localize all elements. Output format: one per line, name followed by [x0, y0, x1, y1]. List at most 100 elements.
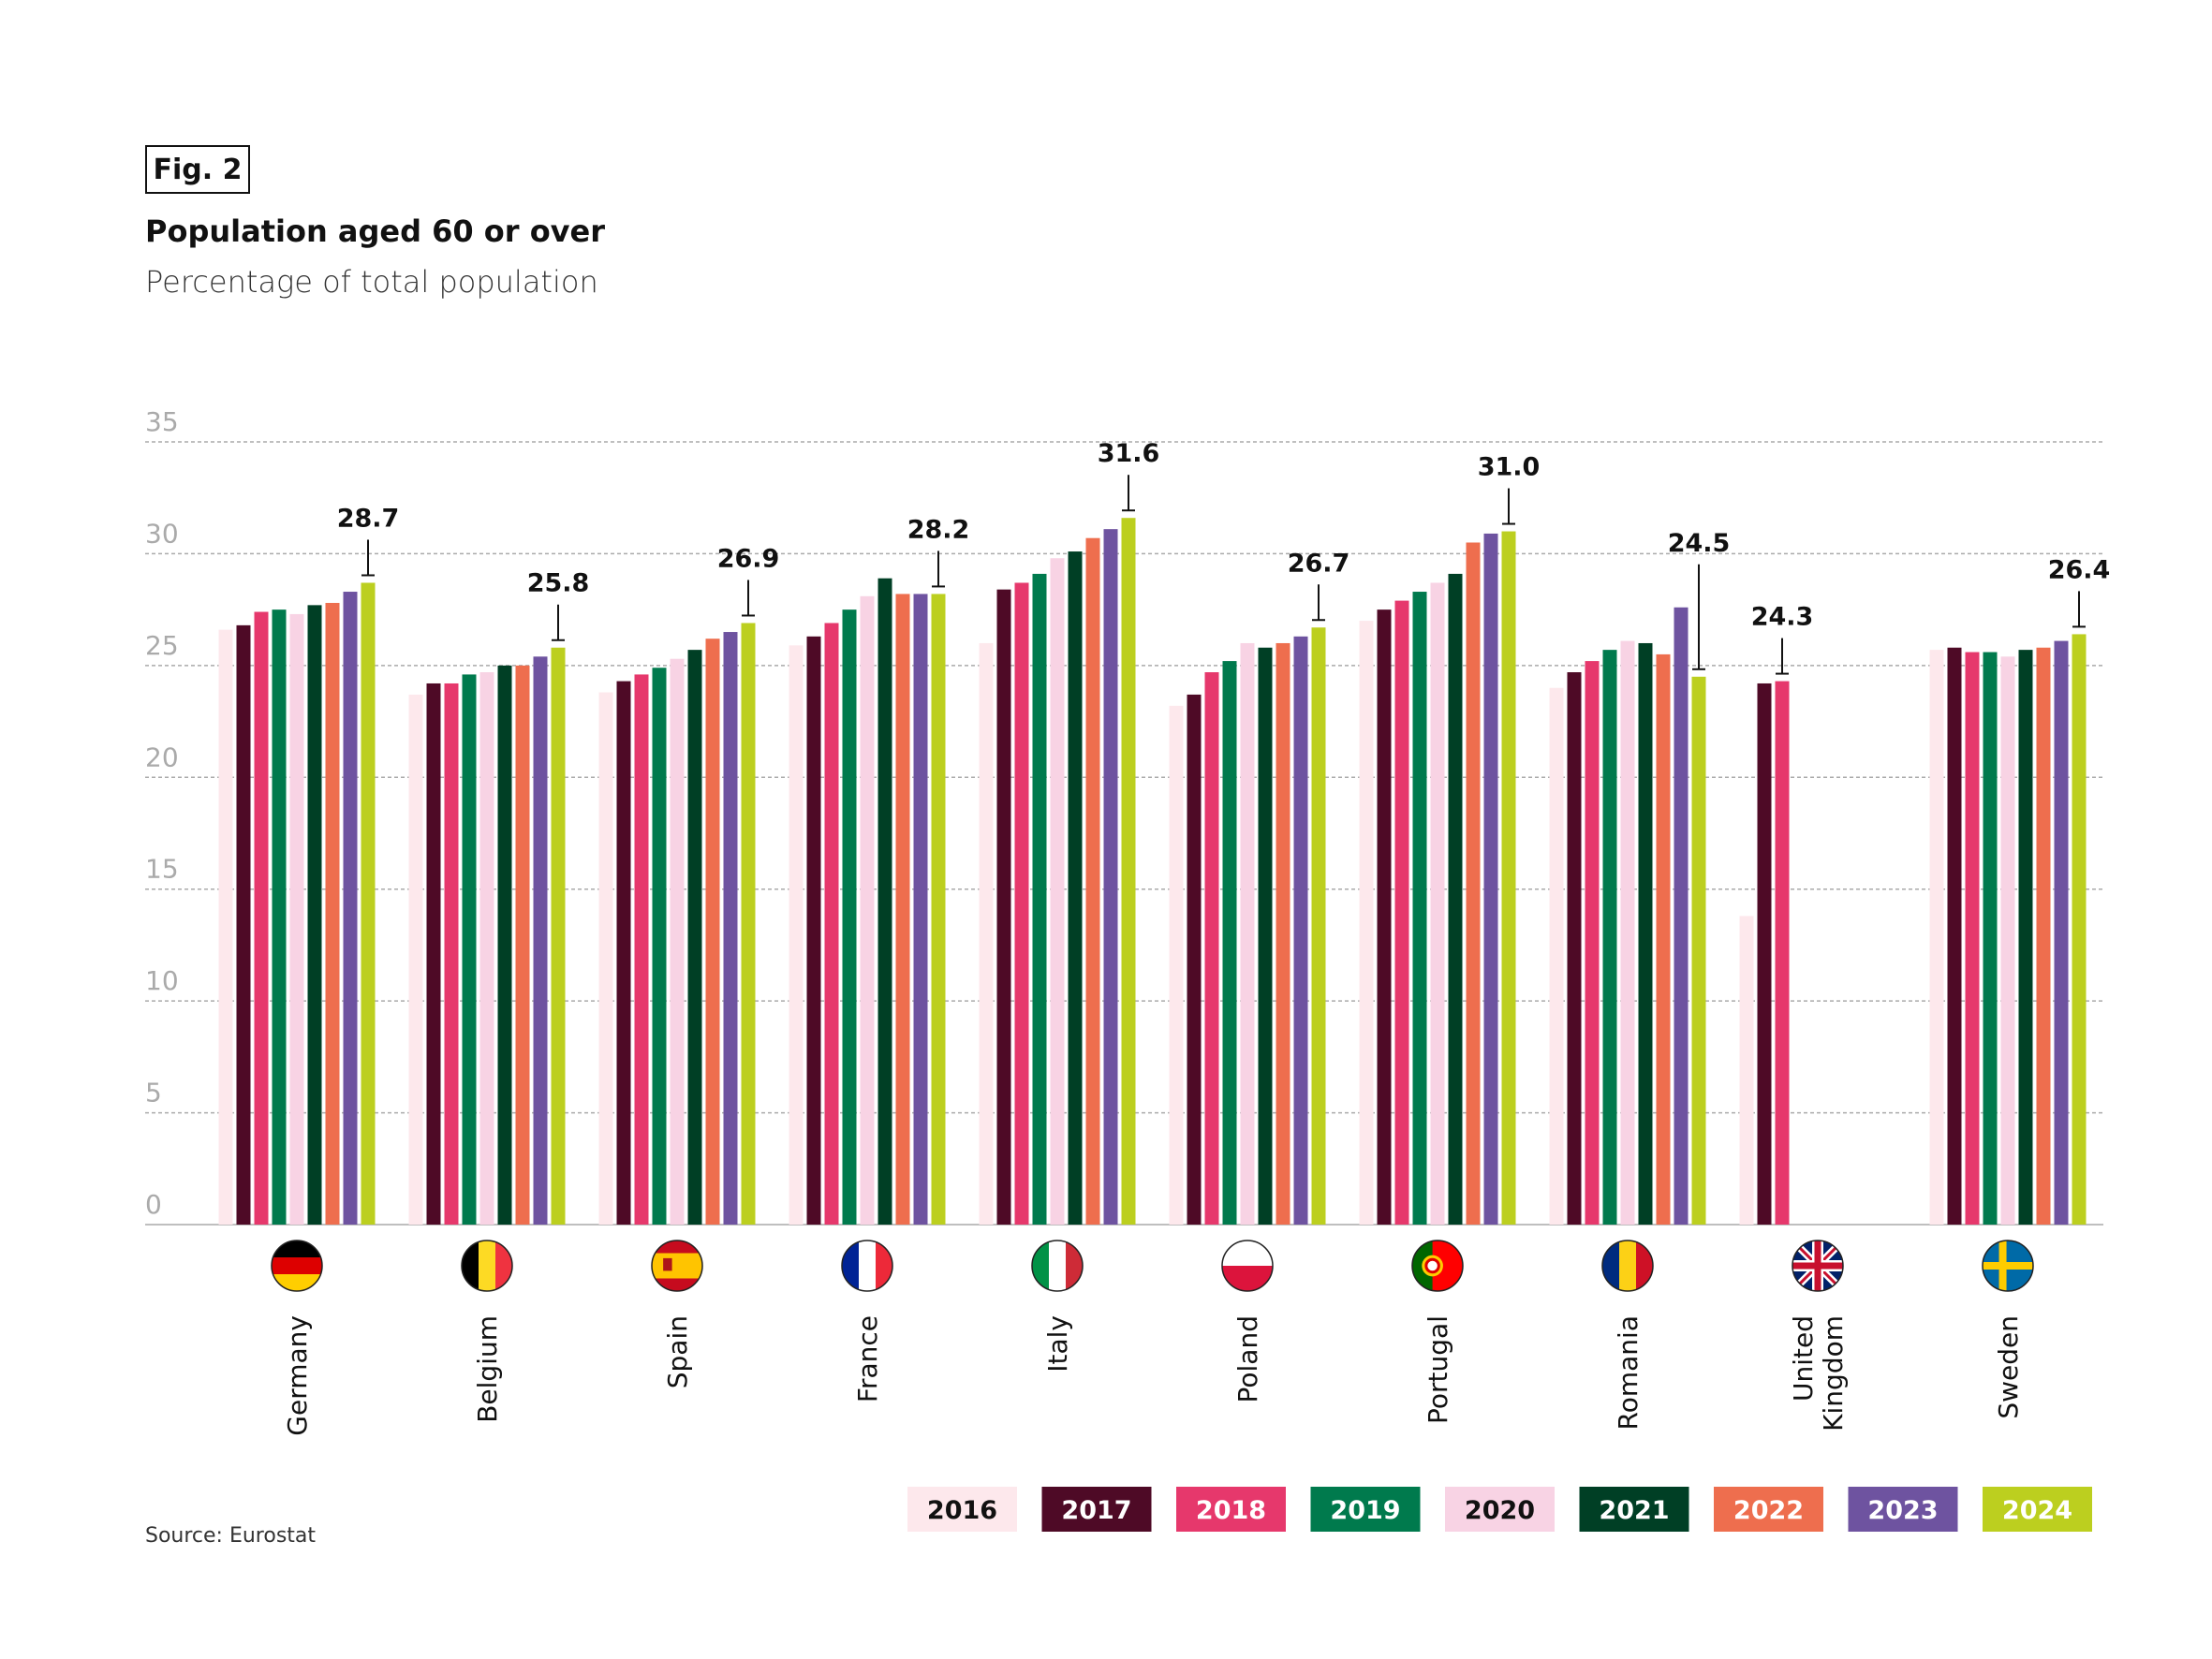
y-tick-label: 25 [145, 630, 179, 661]
bar-france-2022 [895, 594, 910, 1225]
bar-italy-2023 [1103, 529, 1118, 1225]
legend-swatch-2017 [1041, 1487, 1152, 1532]
bar-poland-2022 [1276, 642, 1290, 1225]
country-label: Italy [1042, 1315, 1073, 1373]
bar-italy-2021 [1068, 551, 1083, 1225]
bar-romania-2023 [1674, 607, 1688, 1225]
country-label: Germany [282, 1315, 313, 1436]
bar-romania-2024 [1691, 676, 1706, 1225]
legend-label: 2019 [1330, 1496, 1400, 1525]
y-tick-label: 10 [145, 965, 179, 996]
bar-italy-2020 [1050, 558, 1065, 1225]
bar-united-kingdom-2018 [1775, 681, 1790, 1225]
data-label: 26.7 [1288, 549, 1350, 578]
bar-germany-2017 [236, 624, 251, 1225]
country-label: Romania [1613, 1315, 1644, 1430]
legend-label: 2017 [1061, 1496, 1131, 1525]
legend-label: 2022 [1733, 1496, 1804, 1525]
bar-germany-2019 [272, 609, 287, 1225]
y-tick-label: 5 [145, 1078, 162, 1108]
data-label: 26.9 [717, 544, 780, 573]
legend-swatch-2018 [1176, 1487, 1286, 1532]
y-tick-label: 35 [145, 406, 179, 437]
bar-romania-2016 [1549, 687, 1564, 1225]
bar-spain-2023 [723, 632, 738, 1225]
legend-swatch-2016 [907, 1487, 1017, 1532]
bar-poland-2024 [1311, 627, 1326, 1225]
chart-title: Population aged 60 or over [145, 213, 606, 249]
country-label: United [1788, 1315, 1819, 1402]
bar-italy-2024 [1121, 518, 1136, 1225]
uk-flag-icon [1792, 1241, 1843, 1291]
legend-swatch-2024 [1983, 1487, 2092, 1532]
bar-romania-2019 [1602, 650, 1617, 1225]
bar-france-2021 [877, 578, 892, 1225]
portugal-flag-icon [1412, 1241, 1463, 1291]
y-tick-label: 30 [145, 518, 179, 549]
bar-germany-2022 [325, 602, 340, 1225]
legend-label: 2021 [1599, 1496, 1669, 1525]
legend-label: 2020 [1465, 1496, 1535, 1525]
bar-france-2023 [913, 594, 928, 1225]
bar-france-2018 [824, 623, 839, 1225]
bar-belgium-2020 [479, 672, 494, 1225]
country-label: Spain [662, 1315, 693, 1388]
bar-sweden-2021 [2018, 650, 2033, 1225]
bar-spain-2016 [598, 692, 613, 1225]
country-label: Belgium [472, 1315, 503, 1423]
bar-romania-2021 [1638, 642, 1653, 1225]
bar-portugal-2022 [1466, 542, 1481, 1225]
bar-portugal-2018 [1394, 600, 1409, 1225]
bar-italy-2016 [979, 642, 994, 1225]
source-note: Source: Eurostat [145, 1524, 317, 1548]
bar-poland-2020 [1240, 642, 1255, 1225]
belgium-flag-icon [462, 1241, 512, 1291]
italy-flag-icon [1032, 1241, 1083, 1291]
bar-portugal-2023 [1483, 533, 1498, 1225]
bar-portugal-2016 [1359, 621, 1374, 1225]
data-label: 25.8 [527, 569, 590, 598]
bar-germany-2020 [289, 613, 304, 1225]
spain-flag-icon [652, 1241, 702, 1291]
bar-sweden-2018 [1965, 652, 1980, 1225]
bar-sweden-2022 [2036, 647, 2051, 1225]
y-tick-label: 20 [145, 741, 179, 772]
data-label: 24.5 [1668, 529, 1731, 558]
legend-swatch-2023 [1848, 1487, 1958, 1532]
romania-flag-icon [1602, 1241, 1653, 1291]
bar-portugal-2024 [1501, 531, 1516, 1225]
bar-belgium-2022 [515, 665, 530, 1225]
bar-belgium-2019 [462, 674, 477, 1225]
data-label: 31.6 [1098, 439, 1160, 468]
data-label: 31.0 [1478, 453, 1541, 482]
bar-sweden-2020 [2000, 656, 2015, 1225]
legend-swatch-2020 [1445, 1487, 1555, 1532]
country-label: France [852, 1315, 883, 1402]
bar-portugal-2020 [1430, 582, 1445, 1225]
bar-italy-2022 [1085, 537, 1100, 1225]
bar-spain-2021 [687, 650, 702, 1225]
bar-belgium-2021 [497, 665, 512, 1225]
legend-label: 2016 [927, 1496, 997, 1525]
sweden-flag-icon [1983, 1241, 2033, 1291]
legend-swatch-2019 [1310, 1487, 1421, 1532]
bar-sweden-2023 [2054, 640, 2069, 1225]
country-label: Kingdom [1818, 1315, 1849, 1431]
y-tick-label: 15 [145, 854, 179, 885]
bar-poland-2017 [1187, 694, 1202, 1225]
bar-sweden-2017 [1947, 647, 1962, 1225]
bar-france-2016 [789, 645, 804, 1225]
bar-italy-2018 [1014, 582, 1029, 1225]
bar-italy-2019 [1032, 573, 1047, 1225]
bar-france-2019 [842, 609, 857, 1225]
bar-poland-2021 [1258, 647, 1273, 1225]
bar-sweden-2024 [2072, 634, 2087, 1225]
legend-label: 2018 [1196, 1496, 1266, 1525]
bar-belgium-2018 [444, 683, 459, 1225]
bar-italy-2017 [996, 589, 1011, 1225]
bar-sweden-2016 [1929, 650, 1944, 1225]
legend-swatch-2021 [1579, 1487, 1689, 1532]
bar-spain-2022 [705, 639, 720, 1225]
bar-portugal-2021 [1448, 573, 1463, 1225]
